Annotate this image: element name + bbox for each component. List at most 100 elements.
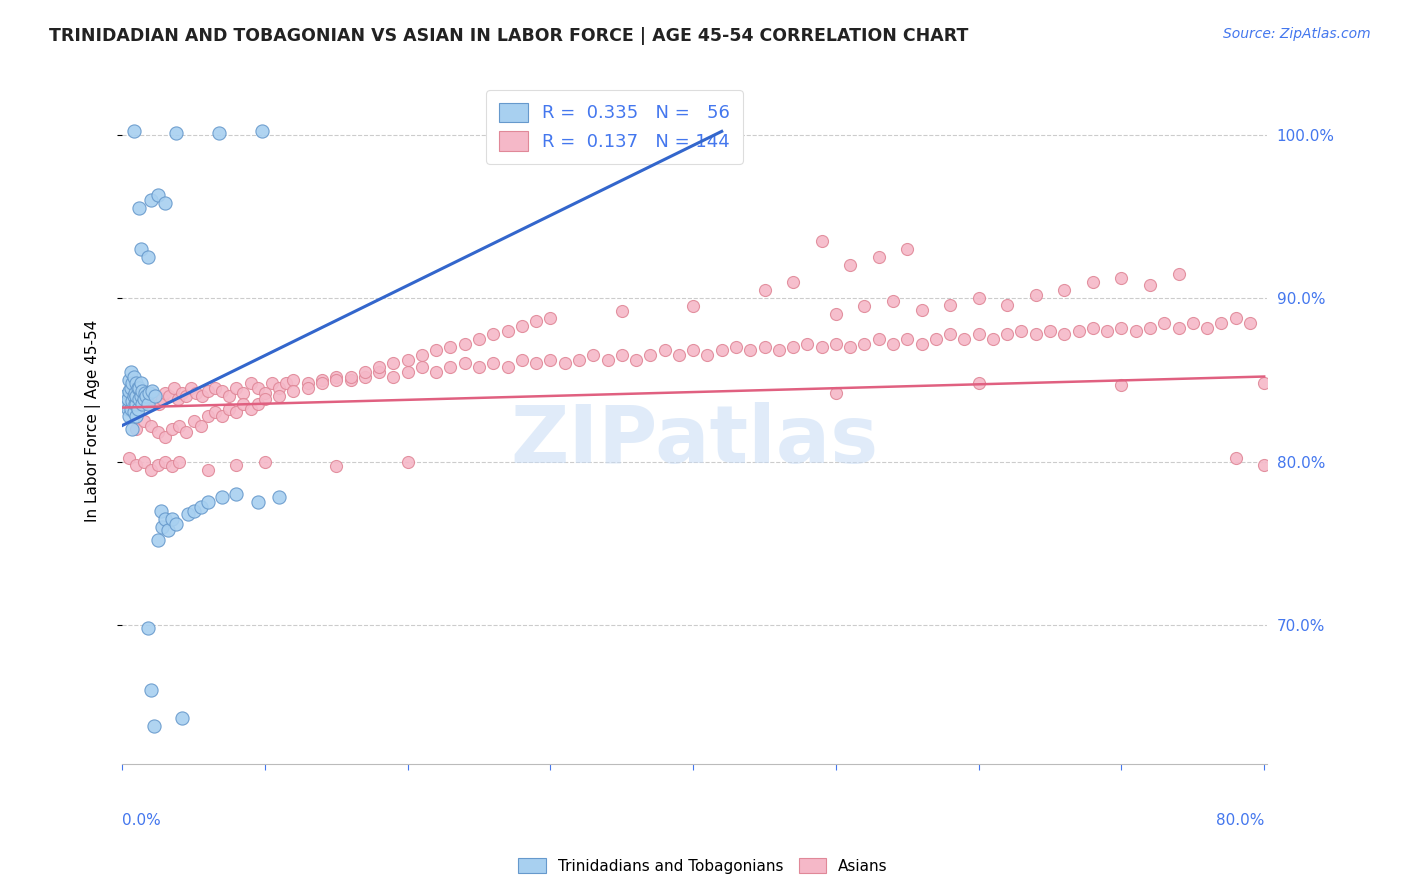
Point — [724, 340, 747, 354]
Point — [1225, 451, 1247, 466]
Point — [283, 373, 305, 387]
Point — [149, 503, 172, 517]
Point — [810, 340, 832, 354]
Point — [166, 392, 188, 407]
Point — [225, 458, 247, 472]
Point — [825, 307, 848, 321]
Point — [368, 359, 391, 374]
Point — [1025, 326, 1047, 341]
Point — [754, 283, 776, 297]
Point — [204, 381, 226, 395]
Point — [153, 430, 176, 444]
Point — [339, 373, 361, 387]
Point — [382, 356, 405, 370]
Point — [135, 389, 157, 403]
Point — [882, 336, 904, 351]
Point — [191, 389, 214, 403]
Point — [297, 381, 319, 395]
Point — [925, 332, 948, 346]
Point — [654, 343, 676, 358]
Point — [568, 353, 591, 368]
Point — [325, 459, 347, 474]
Point — [325, 369, 347, 384]
Point — [114, 389, 136, 403]
Point — [208, 126, 231, 140]
Point — [981, 332, 1004, 346]
Point — [118, 384, 141, 399]
Point — [454, 356, 477, 370]
Point — [132, 414, 155, 428]
Point — [120, 381, 142, 395]
Point — [1139, 320, 1161, 334]
Point — [311, 373, 333, 387]
Point — [496, 359, 519, 374]
Point — [128, 395, 150, 409]
Point — [139, 193, 162, 207]
Point — [853, 336, 876, 351]
Point — [610, 348, 633, 362]
Point — [150, 392, 173, 407]
Point — [139, 418, 162, 433]
Point — [1053, 283, 1076, 297]
Point — [510, 318, 533, 333]
Point — [510, 353, 533, 368]
Point — [1111, 271, 1133, 285]
Point — [825, 385, 848, 400]
Point — [939, 326, 962, 341]
Point — [353, 369, 375, 384]
Point — [1153, 316, 1175, 330]
Point — [524, 314, 547, 328]
Point — [136, 250, 159, 264]
Point — [468, 359, 491, 374]
Point — [468, 332, 491, 346]
Point — [167, 454, 190, 468]
Point — [132, 384, 155, 399]
Point — [269, 491, 291, 505]
Point — [1111, 320, 1133, 334]
Point — [411, 348, 433, 362]
Point — [810, 234, 832, 248]
Point — [124, 392, 146, 407]
Point — [396, 454, 419, 468]
Point — [668, 348, 690, 362]
Point — [939, 298, 962, 312]
Point — [156, 523, 179, 537]
Point — [1211, 316, 1233, 330]
Point — [396, 353, 419, 368]
Point — [740, 343, 762, 358]
Point — [204, 405, 226, 419]
Y-axis label: In Labor Force | Age 45-54: In Labor Force | Age 45-54 — [86, 319, 101, 522]
Point — [124, 385, 146, 400]
Point — [896, 242, 918, 256]
Point — [246, 495, 269, 509]
Point — [1025, 288, 1047, 302]
Point — [146, 425, 169, 439]
Point — [1167, 267, 1189, 281]
Point — [138, 385, 160, 400]
Point — [1139, 278, 1161, 293]
Point — [1039, 324, 1062, 338]
Point — [120, 365, 142, 379]
Point — [146, 188, 169, 202]
Point — [246, 381, 269, 395]
Point — [425, 343, 447, 358]
Point — [153, 196, 176, 211]
Point — [710, 343, 733, 358]
Point — [124, 397, 146, 411]
Point — [896, 332, 918, 346]
Point — [411, 359, 433, 374]
Point — [538, 310, 561, 325]
Point — [260, 376, 283, 390]
Point — [640, 348, 662, 362]
Point — [122, 369, 145, 384]
Point — [610, 304, 633, 318]
Point — [496, 324, 519, 338]
Point — [153, 512, 176, 526]
Point — [246, 397, 269, 411]
Point — [754, 340, 776, 354]
Point — [1095, 324, 1118, 338]
Point — [868, 332, 890, 346]
Point — [148, 397, 170, 411]
Point — [128, 381, 150, 395]
Point — [121, 394, 143, 409]
